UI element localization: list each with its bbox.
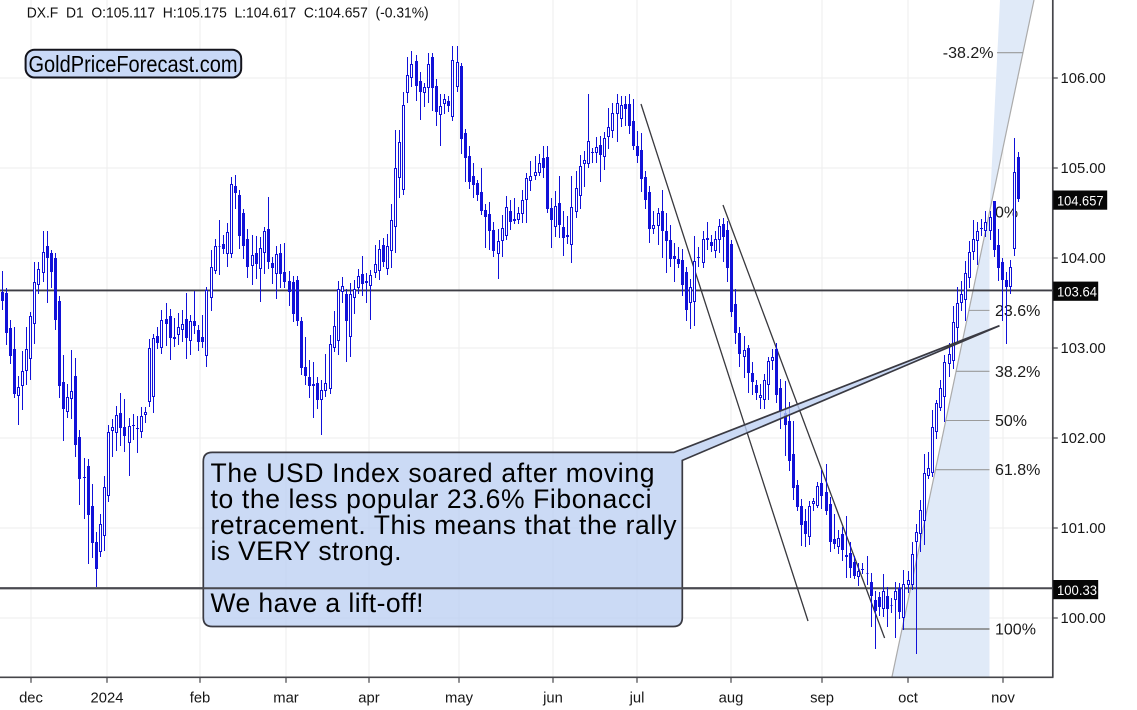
svg-text:nov: nov (991, 691, 1015, 707)
svg-text:104.00: 104.00 (1061, 251, 1106, 267)
svg-text:100%: 100% (995, 622, 1036, 639)
svg-text:may: may (445, 691, 474, 707)
svg-text:-38.2%: -38.2% (943, 45, 994, 62)
svg-text:mar: mar (273, 691, 299, 707)
svg-text:We have a lift-off!: We have a lift-off! (211, 588, 424, 618)
svg-text:jul: jul (629, 691, 645, 707)
svg-text:apr: apr (358, 691, 379, 707)
svg-text:dec: dec (19, 691, 43, 707)
svg-text:oct: oct (898, 691, 918, 707)
svg-text:106.00: 106.00 (1061, 71, 1106, 87)
svg-text:61.8%: 61.8% (995, 462, 1040, 479)
svg-text:103.64: 103.64 (1057, 283, 1097, 299)
svg-text:103.00: 103.00 (1061, 341, 1106, 357)
svg-text:105.00: 105.00 (1061, 161, 1106, 177)
svg-text:feb: feb (190, 691, 211, 707)
svg-text:is VERY strong.: is VERY strong. (211, 536, 402, 566)
svg-text:2024: 2024 (91, 691, 124, 707)
svg-text:DX.F D1 O:105.117 H:105.175: DX.F D1 O:105.117 H:105.175 L:104.617 C:… (27, 6, 429, 22)
svg-text:to the less popular 23.6% Fibo: to the less popular 23.6% Fibonacci (211, 484, 652, 514)
svg-text:100.00: 100.00 (1061, 611, 1106, 627)
svg-text:aug: aug (719, 691, 744, 707)
svg-text:104.657: 104.657 (1057, 192, 1104, 208)
svg-text:23.6%: 23.6% (995, 303, 1040, 320)
svg-text:100.33: 100.33 (1057, 582, 1097, 598)
svg-text:38.2%: 38.2% (995, 364, 1040, 381)
svg-text:The USD Index soared after mov: The USD Index soared after moving (211, 458, 655, 488)
svg-text:101.00: 101.00 (1061, 521, 1106, 537)
svg-text:0%: 0% (995, 205, 1018, 222)
svg-text:retracement. This means that t: retracement. This means that the rally (211, 510, 678, 540)
svg-text:jun: jun (542, 691, 563, 707)
svg-text:50%: 50% (995, 413, 1027, 430)
svg-text:102.00: 102.00 (1061, 431, 1106, 447)
svg-text:GoldPriceForecast.com: GoldPriceForecast.com (29, 51, 238, 77)
svg-text:sep: sep (810, 691, 834, 707)
